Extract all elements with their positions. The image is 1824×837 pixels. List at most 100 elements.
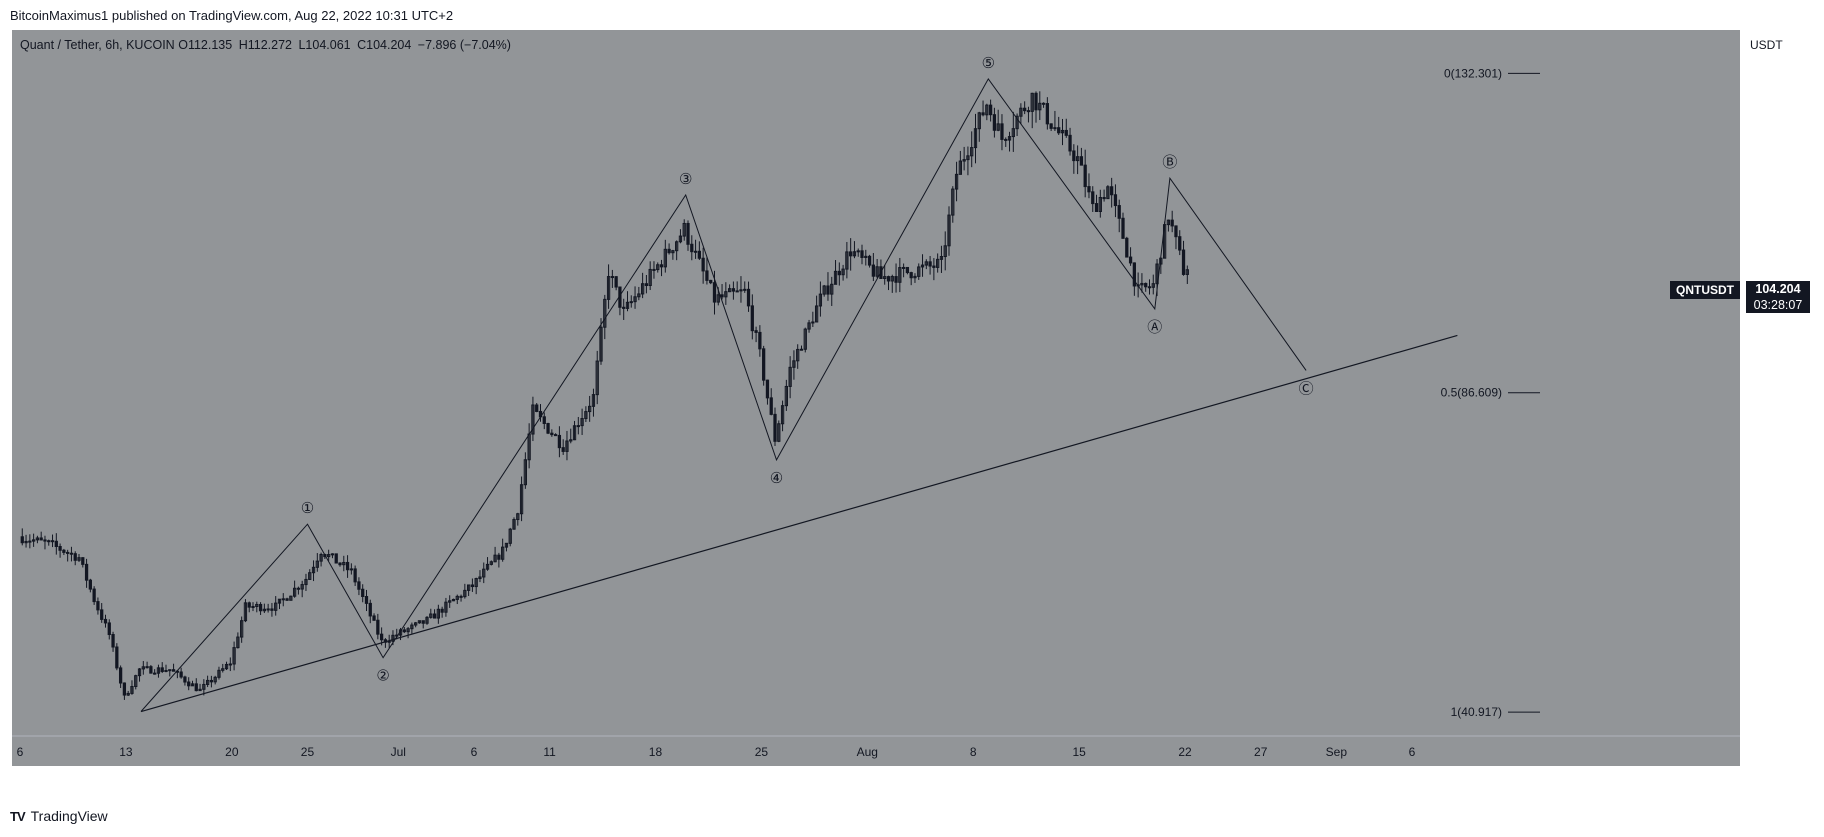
candle bbox=[739, 276, 743, 303]
candle bbox=[743, 281, 747, 293]
candle-body bbox=[973, 128, 978, 149]
candle-body bbox=[277, 598, 282, 604]
footer-brand[interactable]: TV TradingView bbox=[10, 808, 108, 824]
candle bbox=[966, 146, 970, 176]
candle-body bbox=[894, 276, 898, 283]
symbol-legend: Quant / Tether, 6h, KUCOIN O112.135 H112… bbox=[20, 38, 514, 52]
tradingview-logo-icon: TV bbox=[10, 808, 26, 824]
candle-body bbox=[814, 305, 819, 323]
candle bbox=[414, 621, 418, 628]
candle-body bbox=[1079, 156, 1084, 166]
candle bbox=[569, 428, 573, 444]
candle bbox=[1106, 185, 1110, 200]
elliott-wave-path bbox=[140, 77, 1307, 712]
candle-body bbox=[622, 306, 626, 309]
candle-body bbox=[852, 251, 857, 257]
candle bbox=[137, 668, 142, 682]
candle-body bbox=[202, 683, 206, 690]
price-chart[interactable]: 0(132.301)0.5(86.609)1(40.917) ①②③④⑤ⒶⒷⒸ … bbox=[12, 30, 1740, 766]
candle-body bbox=[300, 584, 304, 590]
candle-body bbox=[512, 519, 516, 530]
candle-body bbox=[1045, 103, 1049, 125]
candle bbox=[932, 258, 936, 281]
candle bbox=[731, 281, 736, 300]
candle-body bbox=[258, 603, 263, 612]
candle bbox=[1023, 101, 1027, 115]
candle bbox=[429, 608, 433, 619]
candle-body bbox=[255, 603, 259, 607]
candle-body bbox=[1068, 134, 1072, 152]
candle-body bbox=[368, 602, 372, 617]
candle bbox=[508, 527, 512, 547]
candle bbox=[803, 327, 807, 353]
fibonacci-levels: 0(132.301) 0.5(86.609) 1(40.917) bbox=[1441, 66, 1540, 719]
candle bbox=[516, 512, 520, 526]
candle-body bbox=[837, 270, 841, 276]
candle-body bbox=[217, 669, 221, 678]
candle bbox=[633, 286, 637, 309]
candle bbox=[451, 598, 456, 602]
candle-body bbox=[153, 672, 157, 675]
candle-body bbox=[54, 540, 58, 547]
candle-body bbox=[1049, 123, 1053, 129]
candle bbox=[818, 281, 823, 317]
candle-body bbox=[727, 288, 732, 293]
x-tick-label: 6 bbox=[1409, 745, 1416, 759]
candle-body bbox=[519, 484, 524, 515]
candle-body bbox=[780, 405, 785, 425]
candle bbox=[867, 254, 872, 268]
candle-body bbox=[311, 566, 316, 574]
candle-body bbox=[1011, 128, 1015, 138]
candle bbox=[504, 542, 509, 552]
candle bbox=[466, 584, 471, 596]
candle bbox=[448, 595, 452, 608]
candle bbox=[406, 626, 410, 639]
candle-body bbox=[130, 685, 134, 694]
low-label: L bbox=[298, 38, 306, 52]
candle bbox=[523, 452, 527, 489]
candle bbox=[330, 553, 335, 559]
time-axis[interactable]: 6 13 20 25 Jul 6 11 18 25 Aug 8 15 22 27 Sep 6 bbox=[17, 745, 1416, 759]
candle bbox=[444, 597, 448, 617]
candle bbox=[153, 669, 157, 675]
candle-body bbox=[137, 668, 142, 677]
candle-body bbox=[656, 264, 660, 271]
candle bbox=[247, 601, 251, 613]
candle-body bbox=[183, 676, 187, 683]
candle bbox=[675, 240, 679, 261]
candle-body bbox=[883, 276, 887, 279]
candle bbox=[156, 664, 161, 678]
candle bbox=[372, 613, 376, 621]
candle-body bbox=[47, 540, 51, 543]
candle-body bbox=[531, 404, 535, 435]
candle-body bbox=[890, 276, 894, 282]
candle bbox=[1064, 118, 1068, 138]
candle-body bbox=[58, 545, 62, 551]
candle bbox=[584, 406, 588, 423]
candle bbox=[519, 476, 524, 522]
wave-label: Ⓐ bbox=[1147, 319, 1162, 336]
candle bbox=[1174, 225, 1178, 250]
candle-body bbox=[1181, 249, 1186, 275]
candle-body bbox=[429, 613, 433, 618]
candle-body bbox=[88, 579, 92, 590]
candle-body bbox=[697, 250, 701, 259]
candle-body bbox=[951, 188, 955, 216]
candle bbox=[762, 345, 766, 386]
candle bbox=[920, 254, 925, 277]
candle-body bbox=[289, 595, 293, 601]
candle-body bbox=[667, 248, 671, 254]
candle bbox=[1015, 113, 1019, 137]
candle bbox=[701, 247, 705, 284]
plot-background bbox=[12, 30, 1740, 766]
candle bbox=[1053, 110, 1057, 132]
candle-body bbox=[432, 613, 437, 619]
wave-label: ② bbox=[376, 668, 389, 685]
candle-body bbox=[614, 276, 618, 288]
candle bbox=[353, 565, 357, 586]
candle-body bbox=[523, 459, 527, 486]
candle-body bbox=[799, 348, 804, 351]
candle-body bbox=[610, 276, 614, 279]
candle bbox=[705, 257, 709, 285]
candle bbox=[190, 680, 195, 687]
